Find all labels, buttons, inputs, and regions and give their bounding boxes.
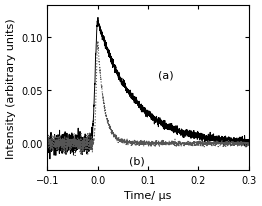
X-axis label: Time/ μs: Time/ μs <box>124 191 172 200</box>
Y-axis label: Intensity (arbitrary units): Intensity (arbitrary units) <box>6 18 15 158</box>
Text: (b): (b) <box>129 156 145 166</box>
Text: (a): (a) <box>158 70 174 80</box>
